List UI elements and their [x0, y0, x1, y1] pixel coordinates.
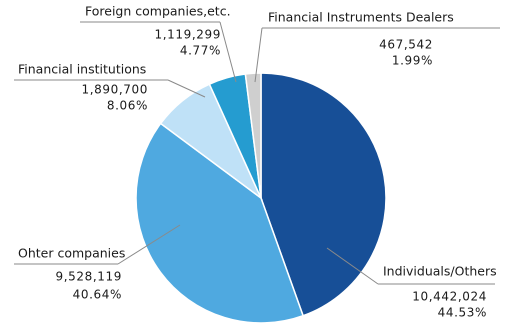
leader-line	[326, 247, 495, 285]
leader-line	[254, 27, 500, 83]
percentage-label: 44.53%	[438, 306, 487, 320]
pie-slice	[260, 72, 387, 317]
percentage-label: 40.64%	[73, 288, 122, 302]
leader-line	[80, 21, 237, 83]
category-label: Foreign companies,etc.	[85, 4, 231, 19]
leader-line	[14, 224, 181, 265]
value-label: 10,442,024	[412, 290, 487, 304]
value-label: 9,528,119	[56, 270, 122, 284]
value-label: 467,542	[379, 38, 433, 52]
value-label: 1,890,700	[82, 83, 148, 97]
value-label: 1,119,299	[155, 28, 221, 42]
pie-slice	[244, 72, 262, 199]
category-label: Financial institutions	[18, 62, 146, 77]
percentage-label: 4.77%	[180, 44, 221, 58]
category-label: Financial Instruments Dealers	[268, 10, 454, 25]
percentage-label: 8.06%	[107, 99, 148, 113]
category-label: Individuals/Others	[383, 264, 497, 279]
pie-slice	[135, 122, 305, 324]
percentage-label: 1.99%	[392, 54, 433, 68]
leader-line	[14, 79, 206, 98]
category-label: Ohter companies	[18, 246, 125, 261]
